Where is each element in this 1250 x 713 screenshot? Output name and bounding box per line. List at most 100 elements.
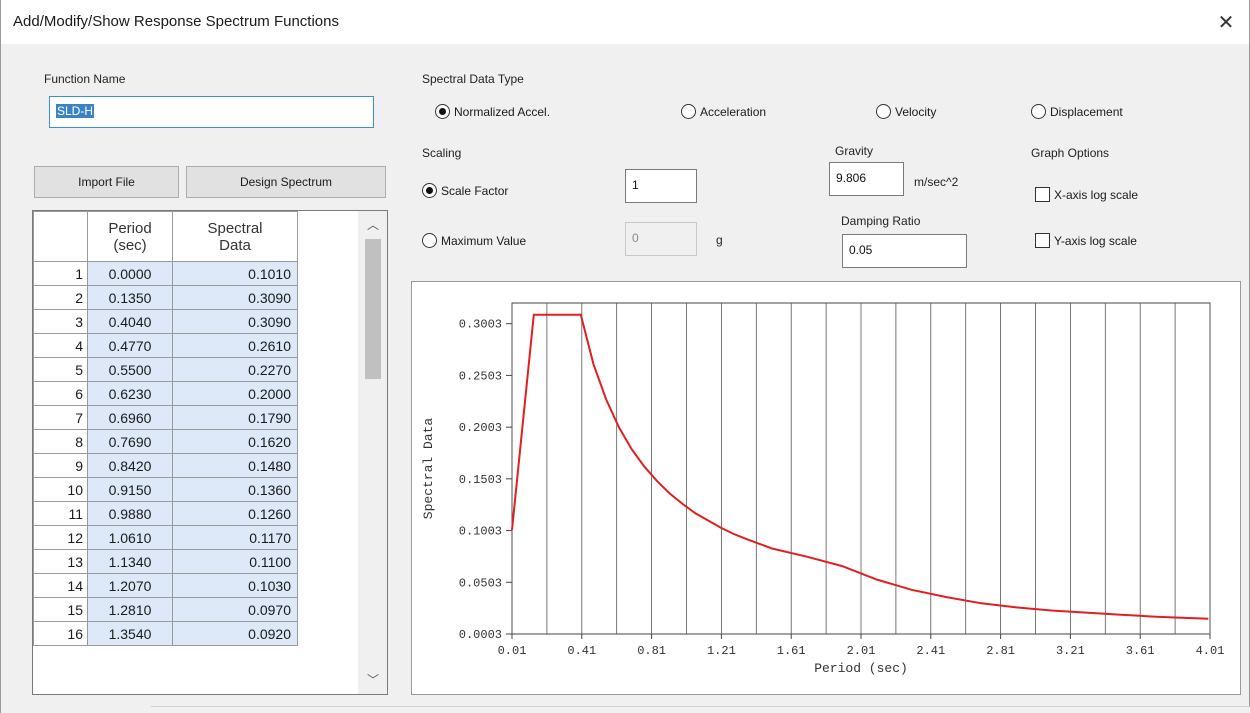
period-cell[interactable]: 0.7690: [87, 429, 173, 454]
period-cell[interactable]: 0.0000: [87, 261, 173, 286]
x-axis-log-label: X-axis log scale: [1054, 187, 1139, 202]
x-tick-label: 1.61: [777, 644, 806, 658]
table-row[interactable]: 13 1.1340 0.1100: [33, 549, 298, 574]
radio-button[interactable]: [1031, 104, 1046, 119]
spectral-cell[interactable]: 0.2000: [172, 381, 298, 406]
radio-button[interactable]: [681, 104, 696, 119]
scroll-down-icon[interactable]: ﹀: [366, 673, 379, 687]
spectrum-data-grid[interactable]: Period (sec) Spectral Data 1 0.0000 0.1010…: [32, 210, 388, 695]
period-cell[interactable]: 0.4040: [87, 309, 173, 334]
x-tick-label: 2.01: [847, 644, 876, 658]
period-cell[interactable]: 0.9150: [87, 477, 173, 502]
period-cell[interactable]: 0.6960: [87, 405, 173, 430]
radio-scale-factor[interactable]: Scale Factor: [422, 183, 508, 198]
table-row[interactable]: 14 1.2070 0.1030: [33, 573, 298, 598]
scaling-label: Scaling: [422, 146, 462, 160]
table-row[interactable]: 3 0.4040 0.3090: [33, 309, 298, 334]
spectral-cell[interactable]: 0.2270: [172, 357, 298, 382]
x-tick-label: 3.61: [1126, 644, 1155, 658]
design-spectrum-button[interactable]: Design Spectrum: [186, 166, 386, 198]
spectral-cell[interactable]: 0.2610: [172, 333, 298, 358]
spectral-cell[interactable]: 0.1010: [172, 261, 298, 286]
graph-options-label: Graph Options: [1031, 146, 1110, 160]
table-row[interactable]: 9 0.8420 0.1480: [33, 453, 298, 478]
y-tick-label: 0.0503: [459, 576, 502, 590]
y-axis-log-checkbox[interactable]: Y-axis log scale: [1035, 233, 1137, 248]
radio-maximum-value[interactable]: Maximum Value: [422, 233, 526, 248]
radio-button[interactable]: [435, 104, 450, 119]
spectral-header-line1: Spectral: [207, 219, 263, 237]
period-cell[interactable]: 0.8420: [87, 453, 173, 478]
table-row[interactable]: 2 0.1350 0.3090: [33, 285, 298, 310]
period-cell[interactable]: 1.1340: [87, 549, 173, 574]
spectral-cell[interactable]: 0.1790: [172, 405, 298, 430]
spectral-cell[interactable]: 0.1170: [172, 525, 298, 550]
period-cell[interactable]: 0.5500: [87, 357, 173, 382]
radio-normalized-accel-label: Normalized Accel.: [454, 104, 551, 119]
period-column-header[interactable]: Period (sec): [87, 211, 173, 262]
import-file-button[interactable]: Import File: [34, 166, 179, 198]
table-scrollbar[interactable]: ︿ ﹀: [358, 211, 387, 694]
spectral-cell[interactable]: 0.0970: [172, 597, 298, 622]
spectral-column-header[interactable]: Spectral Data: [172, 211, 298, 262]
period-cell[interactable]: 1.2070: [87, 573, 173, 598]
spectral-cell[interactable]: 0.1260: [172, 501, 298, 526]
radio-button[interactable]: [422, 233, 437, 248]
period-cell[interactable]: 0.1350: [87, 285, 173, 310]
row-number: 8: [33, 429, 88, 454]
radio-displacement[interactable]: Displacement: [1031, 104, 1123, 119]
row-number: 15: [33, 597, 88, 622]
spectral-cell[interactable]: 0.1100: [172, 549, 298, 574]
spectral-cell[interactable]: 0.3090: [172, 309, 298, 334]
table-row[interactable]: 12 1.0610 0.1170: [33, 525, 298, 550]
checkbox-box[interactable]: [1035, 187, 1050, 202]
y-tick-label: 0.3003: [459, 318, 502, 332]
period-cell[interactable]: 1.0610: [87, 525, 173, 550]
radio-velocity[interactable]: Velocity: [876, 104, 936, 119]
spectral-cell[interactable]: 0.1620: [172, 429, 298, 454]
spectral-cell[interactable]: 0.3090: [172, 285, 298, 310]
close-icon[interactable]: ✕: [1217, 10, 1235, 34]
period-cell[interactable]: 0.9880: [87, 501, 173, 526]
function-name-input[interactable]: SLD-H: [49, 96, 374, 128]
radio-acceleration[interactable]: Acceleration: [681, 104, 766, 119]
period-cell[interactable]: 0.6230: [87, 381, 173, 406]
period-header-line2: (sec): [113, 236, 147, 254]
spectral-data-type-label: Spectral Data Type: [422, 72, 524, 86]
title-bar: Add/Modify/Show Response Spectrum Functi…: [1, 0, 1249, 44]
radio-normalized-accel[interactable]: Normalized Accel.: [435, 104, 550, 119]
scale-factor-input[interactable]: 1: [625, 169, 697, 203]
radio-button[interactable]: [876, 104, 891, 119]
table-row[interactable]: 10 0.9150 0.1360: [33, 477, 298, 502]
table-row[interactable]: 1 0.0000 0.1010: [33, 261, 298, 286]
table-row[interactable]: 6 0.6230 0.2000: [33, 381, 298, 406]
table-row[interactable]: 4 0.4770 0.2610: [33, 333, 298, 358]
scroll-thumb[interactable]: [365, 239, 381, 379]
x-axis-log-checkbox[interactable]: X-axis log scale: [1035, 187, 1138, 202]
table-row[interactable]: 8 0.7690 0.1620: [33, 429, 298, 454]
spectral-cell[interactable]: 0.0920: [172, 621, 298, 646]
spectral-cell[interactable]: 0.1480: [172, 453, 298, 478]
period-cell[interactable]: 1.2810: [87, 597, 173, 622]
maximum-value-input[interactable]: 0: [625, 222, 697, 256]
table-row[interactable]: 16 1.3540 0.0920: [33, 621, 298, 646]
spectrum-curve: [511, 313, 1209, 620]
x-tick-label: 0.41: [567, 644, 596, 658]
spectral-cell[interactable]: 0.1030: [172, 573, 298, 598]
table-row[interactable]: 5 0.5500 0.2270: [33, 357, 298, 382]
row-number: 2: [33, 285, 88, 310]
spectrum-plot: 0.01 0.41 0.81 1.21 1.61 2.01 2.41 2.81 3.21 3.61…: [411, 281, 1241, 695]
period-cell[interactable]: 0.4770: [87, 333, 173, 358]
table-row[interactable]: 7 0.6960 0.1790: [33, 405, 298, 430]
scroll-up-icon[interactable]: ︿: [366, 218, 379, 232]
spectral-cell[interactable]: 0.1360: [172, 477, 298, 502]
gravity-input[interactable]: 9.806: [829, 162, 904, 196]
radio-button[interactable]: [422, 183, 437, 198]
row-number: 13: [33, 549, 88, 574]
table-row[interactable]: 15 1.2810 0.0970: [33, 597, 298, 622]
table-row[interactable]: 11 0.9880 0.1260: [33, 501, 298, 526]
damping-ratio-input[interactable]: 0.05: [842, 234, 967, 268]
row-number: 10: [33, 477, 88, 502]
checkbox-box[interactable]: [1035, 233, 1050, 248]
period-cell[interactable]: 1.3540: [87, 621, 173, 646]
